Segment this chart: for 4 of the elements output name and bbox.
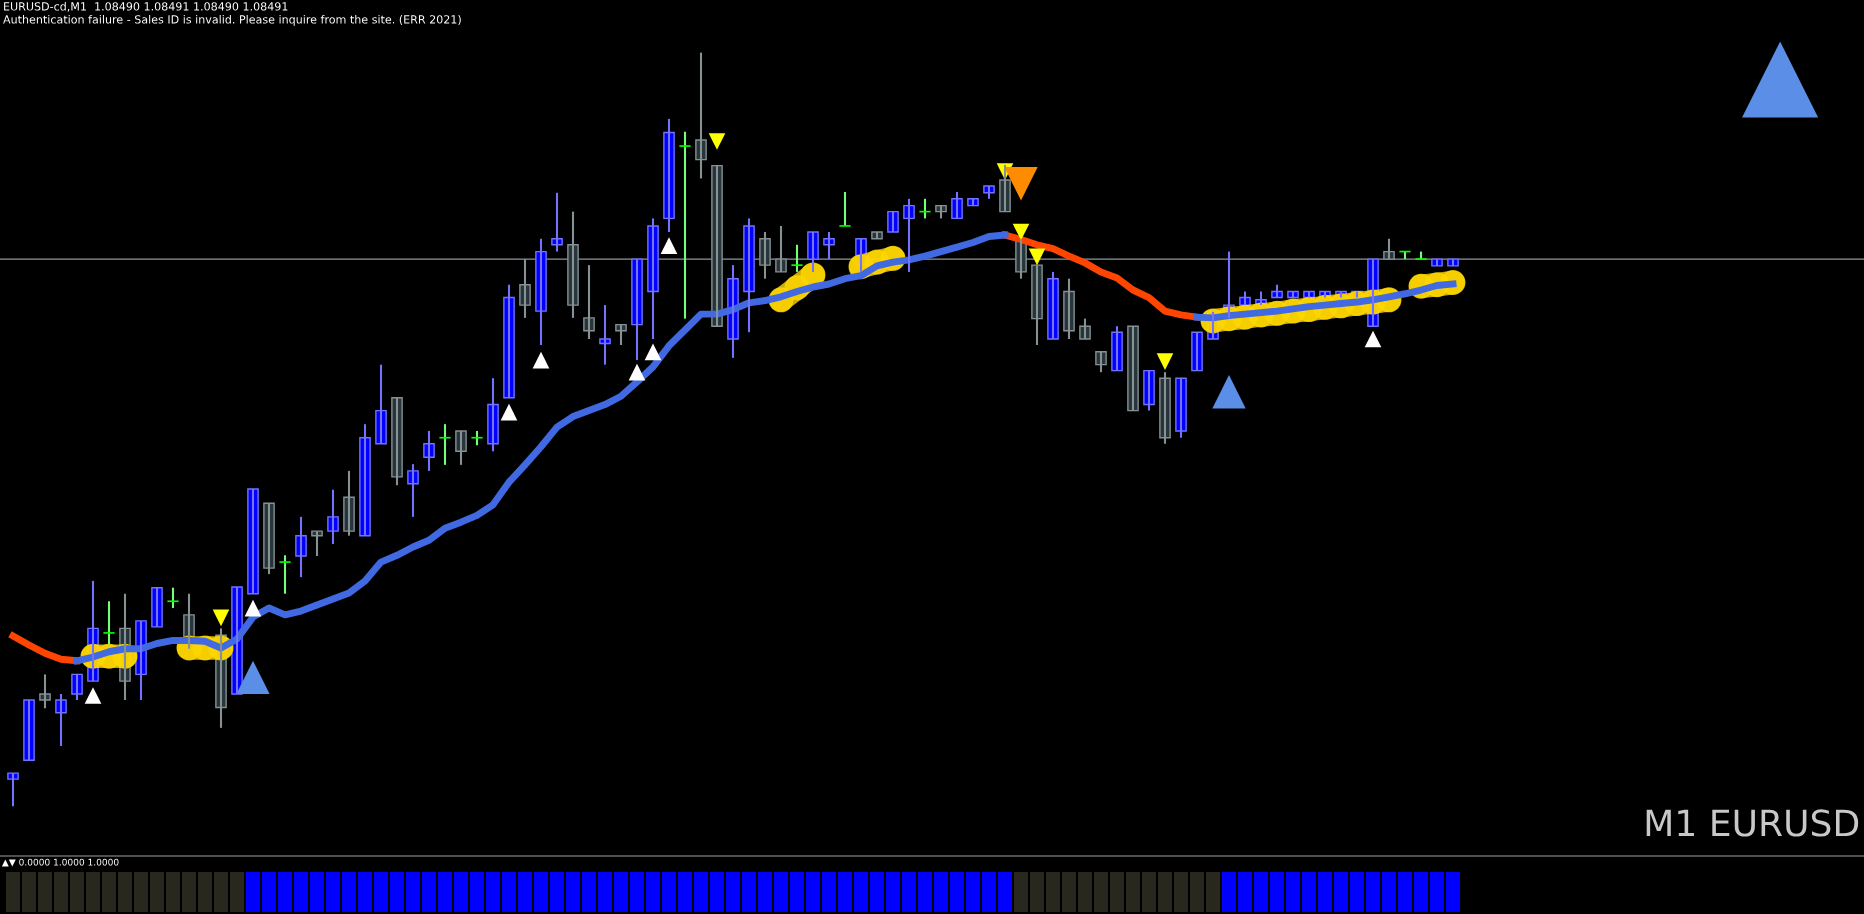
text: M1 EURUSD — [1646, 809, 1859, 837]
chart-title: EURUSD-cd,M1 1.08490 1.08491 1.08490 1.08491 — [4, 2, 288, 12]
chart-subtitle: Authentication failure - Sales ID is invalid. Please inquire from the site. (ERR 2021) — [3, 15, 461, 26]
text: ▲▼ 0.0000 1.0000 1.0000 — [1, 858, 119, 867]
